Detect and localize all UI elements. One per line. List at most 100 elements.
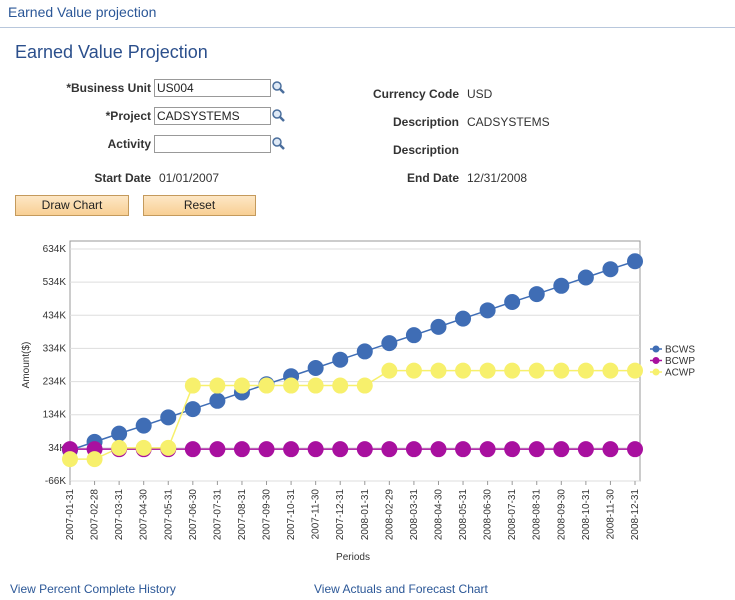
x-tick-label: 2008-10-31 (581, 489, 592, 541)
data-point (430, 362, 447, 379)
data-point (405, 327, 422, 344)
x-tick-label: 2007-03-31 (114, 489, 125, 541)
legend-label: ACWP (665, 368, 695, 379)
x-tick-label: 2007-09-30 (262, 489, 273, 541)
data-point (283, 377, 300, 394)
data-point (184, 401, 201, 418)
y-tick-label: 434K (43, 310, 67, 321)
data-point (356, 377, 373, 394)
x-tick-label: 2008-05-31 (458, 489, 469, 541)
data-point (602, 362, 619, 379)
data-point (184, 441, 201, 458)
page-title: Earned Value Projection (15, 42, 208, 62)
label: *Business Unit (66, 81, 151, 95)
x-tick-label: 2008-08-31 (532, 489, 543, 541)
data-point (627, 253, 643, 270)
data-point (160, 409, 177, 426)
data-point (504, 362, 521, 379)
text-input[interactable]: US004 (154, 79, 271, 97)
label: Description (392, 143, 459, 157)
data-point (528, 441, 545, 458)
y-tick-label: -66K (45, 476, 66, 487)
data-point (602, 261, 619, 278)
text-input[interactable] (154, 135, 271, 153)
chart: -66K 34K 134K 234K 334K 434K 534K 634K 2007-01-3… (21, 240, 695, 563)
legend-label: BCWS (665, 345, 695, 356)
data-point (233, 441, 250, 458)
x-tick-label: 2007-12-31 (335, 489, 346, 541)
label: Currency Code (372, 87, 459, 101)
data-point (430, 441, 447, 458)
lookup-icon[interactable] (272, 81, 285, 94)
data-point (332, 441, 349, 458)
data-point (479, 362, 496, 379)
data-point (307, 377, 324, 394)
x-tick-label: 2008-07-31 (507, 489, 518, 541)
data-point (627, 441, 643, 458)
data-point (283, 441, 300, 458)
data-point (405, 362, 422, 379)
data-point (528, 286, 545, 303)
x-axis-label: Periods (336, 552, 370, 563)
link[interactable]: View Percent Complete History (10, 582, 176, 596)
data-point (135, 417, 152, 434)
x-tick-label: 2008-02-29 (384, 489, 395, 541)
legend-label: BCWP (665, 356, 695, 367)
data-point (332, 377, 349, 394)
y-tick-label: 634K (43, 244, 67, 255)
y-tick-label: 234K (43, 377, 67, 388)
data-point (258, 377, 275, 394)
x-tick-label: 2008-12-31 (630, 489, 641, 541)
data-point (381, 441, 398, 458)
data-point (553, 362, 570, 379)
data-point (553, 441, 570, 458)
data-point (430, 318, 447, 335)
x-tick-label: 2008-11-30 (605, 489, 616, 540)
legend-swatch (652, 357, 660, 364)
legend-swatch (652, 368, 660, 376)
data-point (479, 441, 496, 458)
data-point (233, 377, 250, 394)
link[interactable]: View Actuals and Forecast Chart (314, 582, 488, 596)
data-point (209, 441, 226, 458)
data-point (332, 351, 349, 368)
x-tick-label: 2007-06-30 (188, 489, 199, 541)
lookup-icon[interactable] (272, 109, 285, 122)
data-point (577, 362, 594, 379)
data-point (184, 377, 201, 394)
x-tick-label: 2008-03-31 (409, 489, 420, 541)
button[interactable]: Reset (143, 195, 256, 216)
y-tick-label: 334K (43, 343, 67, 354)
x-tick-label: 2008-06-30 (483, 489, 494, 541)
data-point (111, 425, 128, 442)
label: Activity (107, 137, 151, 151)
x-tick-label: 2007-07-31 (212, 489, 223, 541)
data-point (627, 362, 643, 379)
data-point (258, 441, 275, 458)
value: 12/31/2008 (467, 171, 528, 185)
data-point (209, 377, 226, 394)
data-point (381, 362, 398, 379)
x-tick-label: 2007-02-28 (90, 489, 101, 541)
x-tick-label: 2008-09-30 (556, 489, 567, 541)
data-point (577, 441, 594, 458)
y-tick-label: 34K (48, 443, 66, 454)
button[interactable]: Draw Chart (15, 195, 129, 216)
data-point (602, 441, 619, 458)
text-input[interactable]: CADSYSTEMS (154, 107, 271, 125)
data-point (209, 392, 226, 409)
data-point (62, 451, 78, 468)
lookup-icon[interactable] (272, 137, 285, 150)
data-point (381, 335, 398, 352)
x-tick-label: 2007-10-31 (286, 489, 297, 541)
lookup-icons (272, 81, 285, 150)
value: CADSYSTEMS (467, 115, 550, 129)
x-tick-label: 2007-08-31 (237, 489, 248, 541)
x-tick-label: 2007-01-31 (65, 489, 76, 541)
data-point (455, 310, 472, 327)
data-point (455, 362, 472, 379)
value: 01/01/2007 (159, 171, 220, 185)
data-point (528, 362, 545, 379)
y-tick-label: 534K (43, 277, 67, 288)
